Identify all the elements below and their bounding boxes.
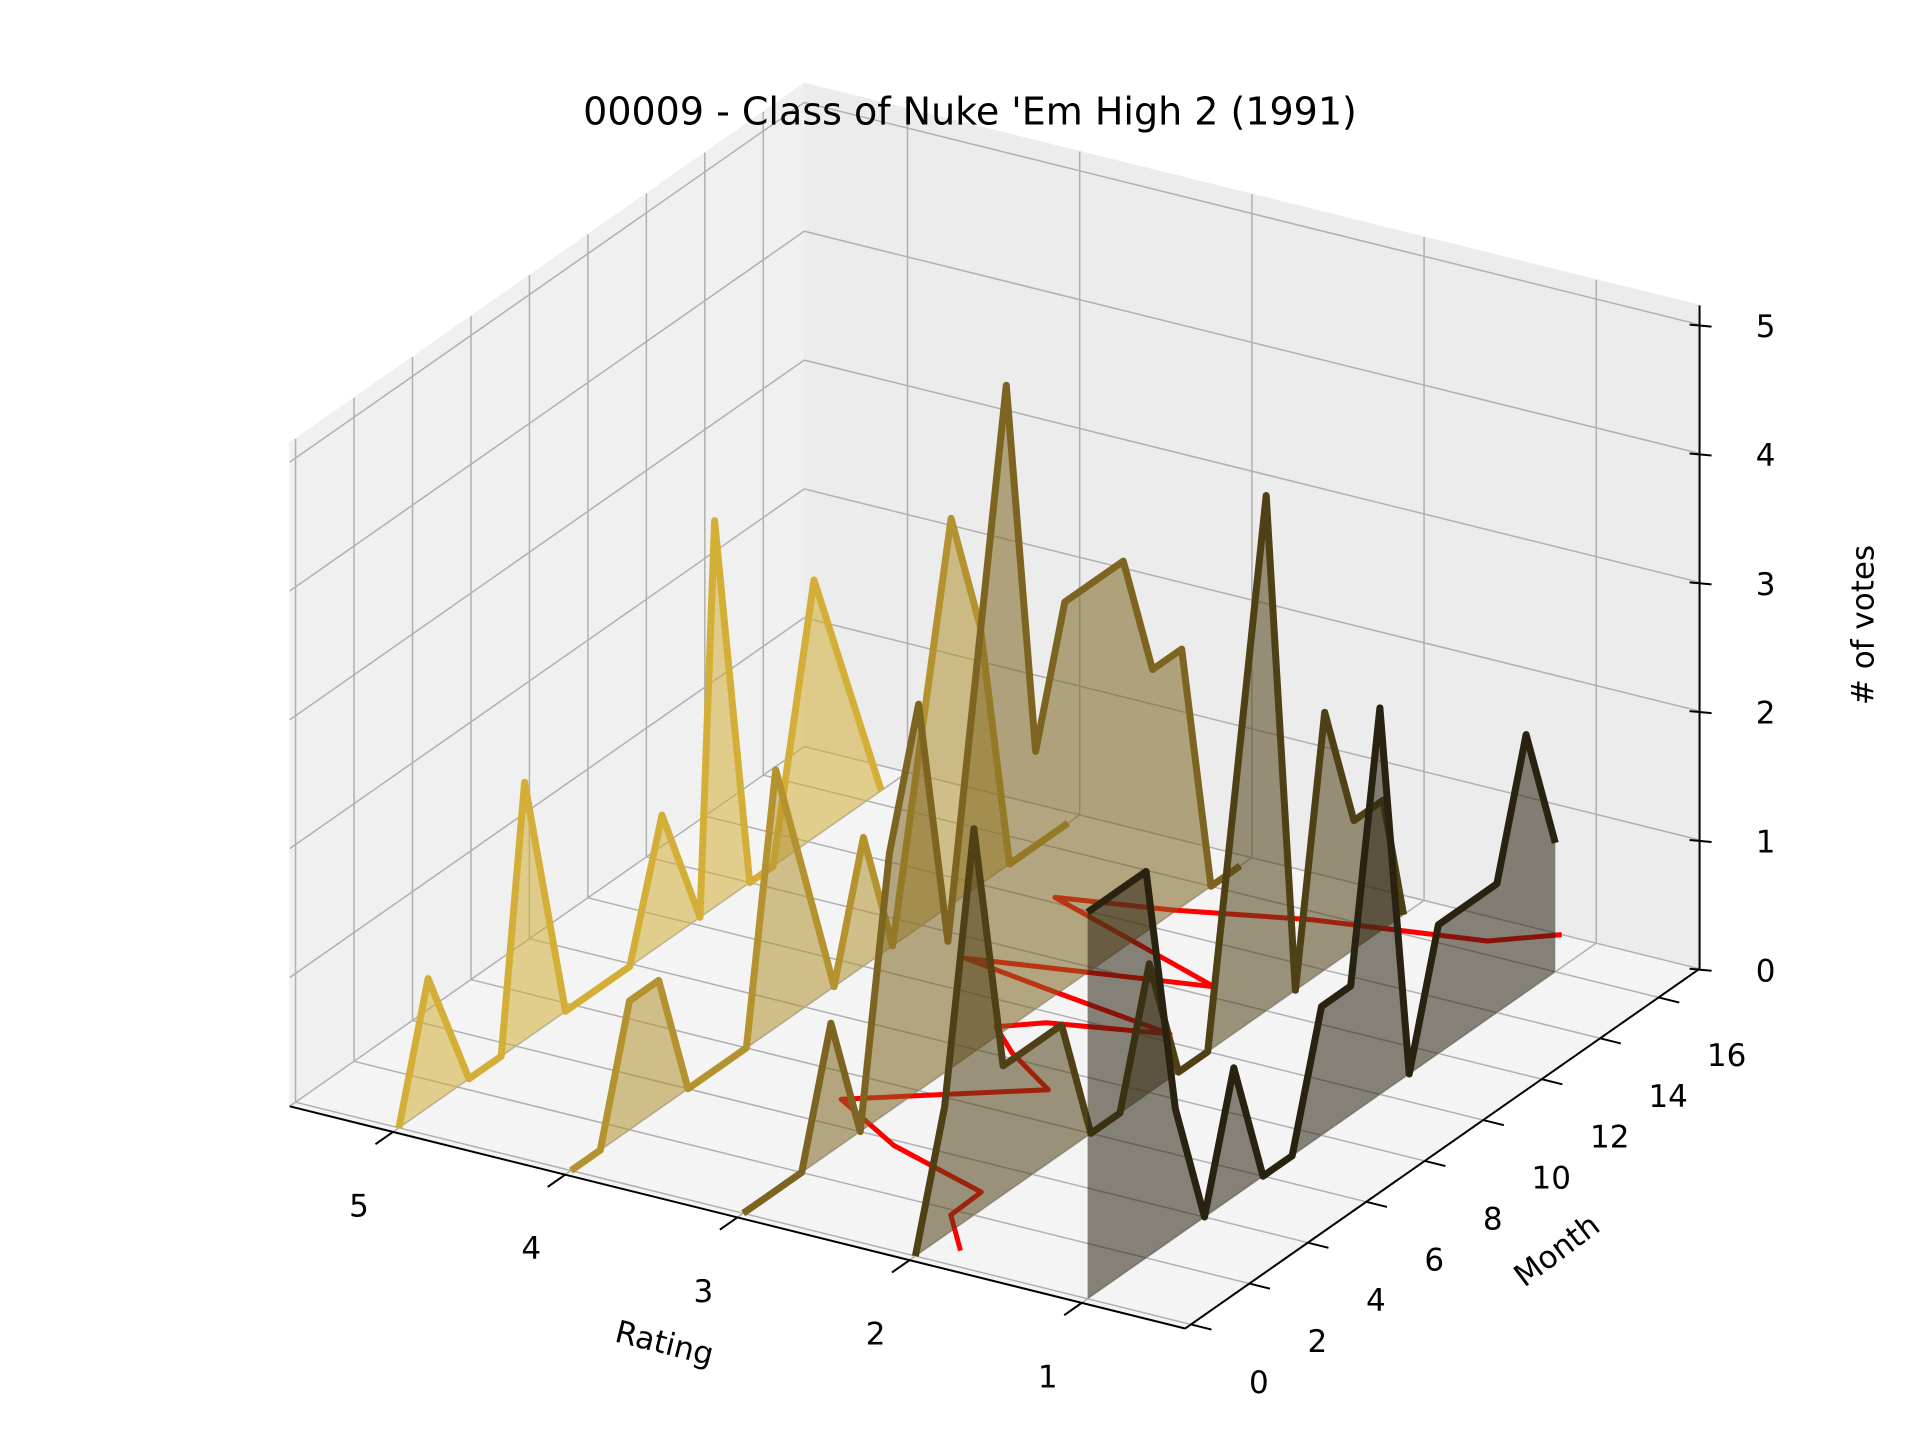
y-axis-label: Month [1507, 1207, 1606, 1294]
y-tick-label: 8 [1483, 1201, 1503, 1237]
x-tick-label: 4 [521, 1231, 541, 1267]
x-tick-label: 1 [1038, 1359, 1058, 1395]
y-tick-label: 10 [1532, 1161, 1571, 1197]
y-tick [1307, 1241, 1329, 1249]
series-line [741, 381, 1243, 1217]
y-tick-label: 2 [1307, 1324, 1327, 1360]
y-axis-line [1184, 967, 1701, 1330]
x-tick [891, 1259, 911, 1274]
series-fill [915, 495, 1404, 1257]
y-tick [1190, 1323, 1212, 1331]
y-tick [1424, 1159, 1446, 1168]
y-tick-label: 14 [1648, 1079, 1687, 1115]
chart-title: 00009 - Class of Nuke 'Em High 2 (1991) [583, 90, 1357, 134]
x-tick-label: 5 [349, 1188, 369, 1224]
x-tick [719, 1216, 738, 1231]
z-tick-label: 0 [1756, 953, 1776, 989]
x-tick [1063, 1302, 1083, 1316]
z-tick-label: 5 [1756, 309, 1776, 345]
x-axis-label: Rating [612, 1314, 718, 1373]
y-tick-label: 0 [1249, 1365, 1269, 1401]
y-tick [1249, 1282, 1271, 1290]
y-tick [1599, 1037, 1622, 1045]
grid-line [804, 359, 1700, 584]
x-axis-line [289, 1105, 1186, 1330]
x-tick [374, 1131, 394, 1146]
grid-line [289, 359, 805, 721]
y-tick-label: 16 [1707, 1038, 1746, 1074]
y-tick [1366, 1200, 1388, 1208]
grid-line [804, 230, 1700, 455]
series-fill [1087, 707, 1556, 1299]
z-tick-label: 2 [1756, 696, 1776, 732]
x-tick-label: 2 [866, 1317, 886, 1353]
x-tick [547, 1173, 566, 1188]
y-tick [1541, 1078, 1563, 1086]
data-layer [395, 381, 1563, 1299]
series-fill [398, 520, 882, 1128]
y-tick-label: 4 [1366, 1283, 1386, 1319]
series-fill [571, 518, 1068, 1171]
grid-line [289, 230, 805, 592]
y-tick [1482, 1119, 1505, 1127]
series-line [568, 514, 1071, 1174]
y-tick-label: 12 [1590, 1120, 1629, 1156]
grid-line [289, 101, 805, 463]
z-tick-label: 1 [1756, 824, 1776, 860]
z-tick-label: 4 [1756, 438, 1776, 474]
y-tick-label: 6 [1424, 1242, 1444, 1278]
grid-line [804, 101, 1700, 326]
series-fill [743, 385, 1241, 1214]
z-axis-label: # of votes [1846, 545, 1882, 705]
series-line [1085, 704, 1559, 1221]
y-tick [1658, 996, 1680, 1004]
z-tick-label: 3 [1756, 567, 1776, 603]
x-tick-label: 3 [694, 1274, 714, 1310]
z-tick [1689, 967, 1712, 972]
